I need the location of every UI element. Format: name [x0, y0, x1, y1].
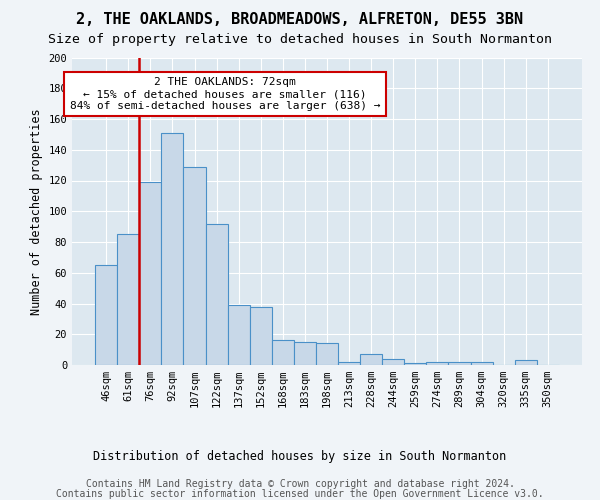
Text: Distribution of detached houses by size in South Normanton: Distribution of detached houses by size … [94, 450, 506, 463]
Text: Contains public sector information licensed under the Open Government Licence v3: Contains public sector information licen… [56, 489, 544, 499]
Bar [117, 234, 139, 365]
Bar [161, 133, 184, 365]
Bar [448, 362, 470, 365]
Bar [294, 342, 316, 365]
Bar [382, 359, 404, 365]
Bar [404, 364, 427, 365]
Bar [250, 306, 272, 365]
Bar [515, 360, 537, 365]
Bar [470, 362, 493, 365]
Text: Size of property relative to detached houses in South Normanton: Size of property relative to detached ho… [48, 32, 552, 46]
Bar [206, 224, 227, 365]
Text: Contains HM Land Registry data © Crown copyright and database right 2024.: Contains HM Land Registry data © Crown c… [86, 479, 514, 489]
Text: 2 THE OAKLANDS: 72sqm
← 15% of detached houses are smaller (116)
84% of semi-det: 2 THE OAKLANDS: 72sqm ← 15% of detached … [70, 78, 380, 110]
Bar [272, 340, 294, 365]
Bar [184, 166, 206, 365]
Text: 2, THE OAKLANDS, BROADMEADOWS, ALFRETON, DE55 3BN: 2, THE OAKLANDS, BROADMEADOWS, ALFRETON,… [76, 12, 524, 28]
Bar [316, 344, 338, 365]
Bar [338, 362, 360, 365]
Bar [227, 305, 250, 365]
Bar [360, 354, 382, 365]
Bar [95, 265, 117, 365]
Bar [427, 362, 448, 365]
Y-axis label: Number of detached properties: Number of detached properties [30, 108, 43, 314]
Bar [139, 182, 161, 365]
